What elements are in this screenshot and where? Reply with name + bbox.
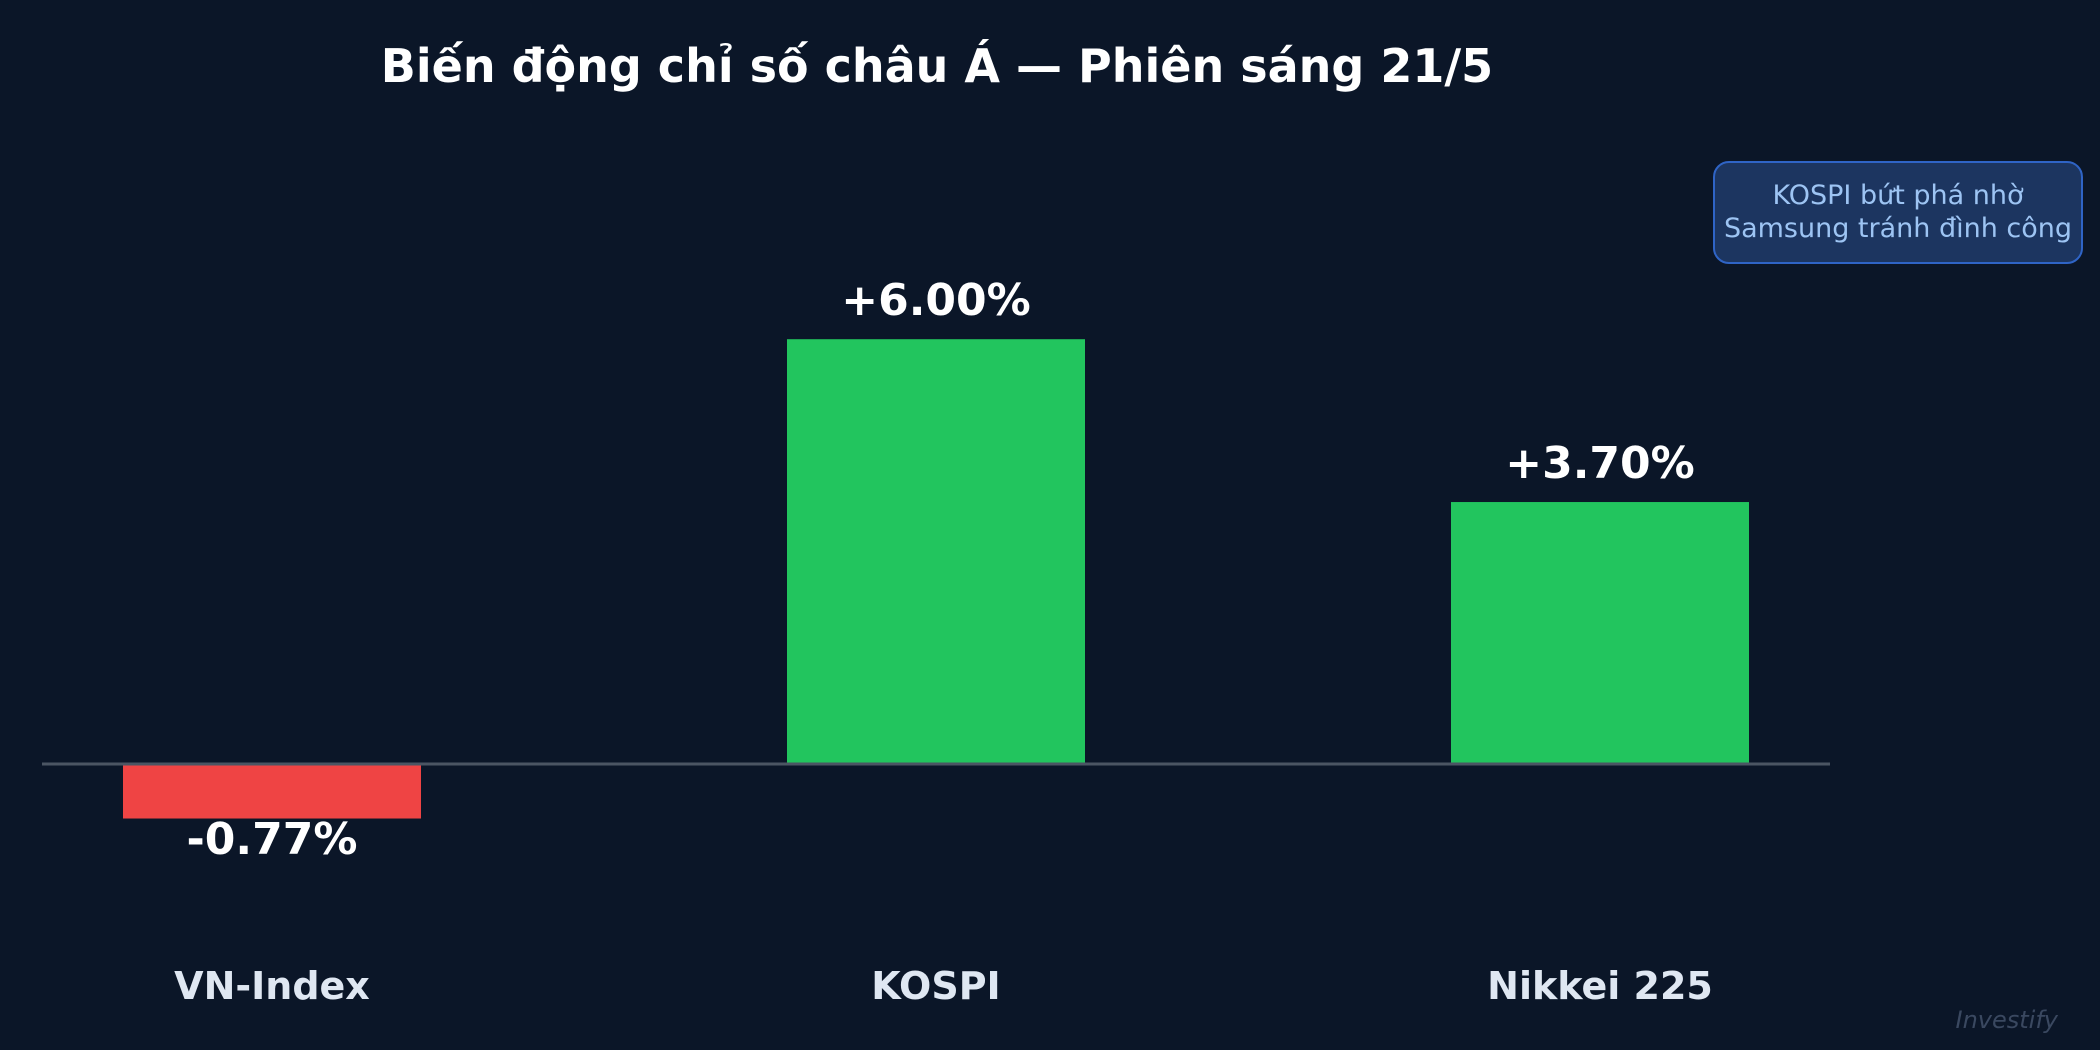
category-label: Nikkei 225: [1487, 964, 1713, 1008]
annotation-line-1: KOSPI bứt phá nhờ: [1772, 180, 2024, 211]
value-label: -0.77%: [187, 814, 358, 865]
annotation-line-2: Samsung tránh đình công: [1723, 213, 2073, 244]
bar-vn-index: [123, 764, 421, 819]
chart-title: Biến động chỉ số châu Á — Phiên sáng 21/…: [381, 39, 1493, 93]
bar-nikkei-225: [1451, 502, 1749, 764]
value-label: +3.70%: [1505, 438, 1695, 489]
labels-group: -0.77% VN-Index +6.00% KOSPI +3.70% Nikkei 22…: [174, 275, 1713, 1008]
bar-kospi: [787, 339, 1085, 764]
value-label: +6.00%: [841, 275, 1031, 326]
category-label: KOSPI: [871, 964, 1000, 1008]
category-label: VN-Index: [174, 964, 370, 1008]
annotation-callout: KOSPI bứt phá nhờ Samsung tránh đình côn…: [1713, 161, 2083, 264]
watermark: Investify: [1955, 1006, 2059, 1034]
bars-group: [123, 339, 1749, 819]
